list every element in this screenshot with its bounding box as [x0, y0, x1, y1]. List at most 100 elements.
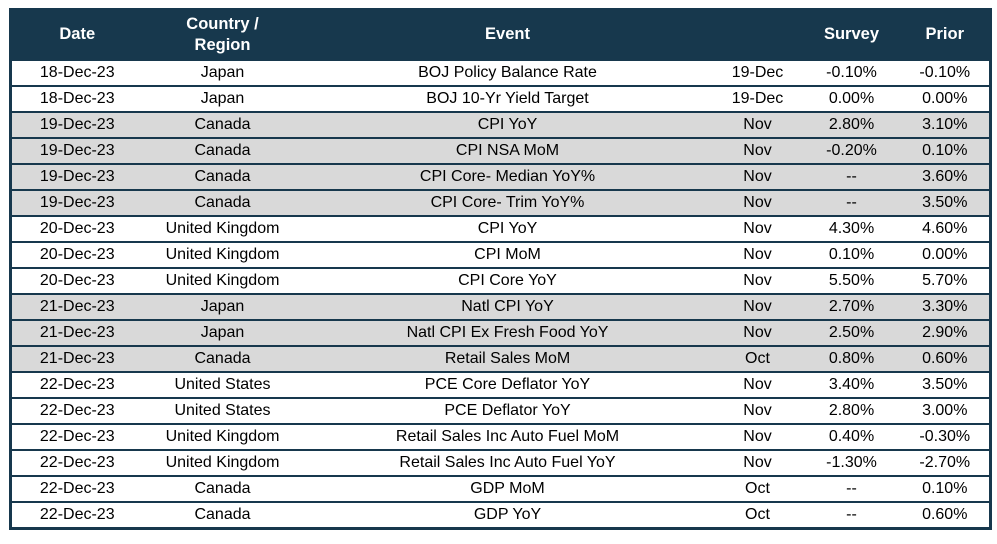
date-cell: 19-Dec-23 — [10, 137, 143, 164]
prior-cell: 2.90% — [900, 319, 991, 346]
country-cell: United States — [142, 397, 303, 424]
date-cell: 21-Dec-23 — [10, 319, 143, 346]
prior-cell: 0.00% — [900, 85, 991, 112]
country-cell: United Kingdom — [142, 215, 303, 242]
prior-cell: 0.60% — [900, 501, 991, 529]
period-cell: Oct — [712, 501, 803, 529]
table-row: 18-Dec-23 Japan BOJ 10-Yr Yield Target 19-D… — [10, 85, 991, 112]
date-cell: 19-Dec-23 — [10, 189, 143, 216]
table-row: 22-Dec-23 United Kingdom Retail Sales Inc … — [10, 449, 991, 476]
date-cell: 21-Dec-23 — [10, 345, 143, 372]
date-cell: 22-Dec-23 — [10, 475, 143, 502]
country-cell: United Kingdom — [142, 423, 303, 450]
country-cell: Japan — [142, 59, 303, 86]
survey-cell: 0.10% — [802, 241, 901, 268]
table-body: 18-Dec-23 Japan BOJ Policy Balance Rate 19-… — [10, 59, 991, 529]
survey-cell: -- — [802, 163, 901, 190]
table-row: 19-Dec-23 Canada CPI Core- Trim YoY% Nov -- 3… — [10, 189, 991, 216]
country-cell: Japan — [142, 319, 303, 346]
period-cell: Nov — [712, 137, 803, 164]
prior-cell: 5.70% — [900, 267, 991, 294]
period-cell: Nov — [712, 241, 803, 268]
date-cell: 22-Dec-23 — [10, 371, 143, 398]
period-cell: Oct — [712, 345, 803, 372]
header-prior: Prior — [900, 9, 991, 60]
prior-cell: 3.50% — [900, 189, 991, 216]
period-cell: Nov — [712, 111, 803, 138]
survey-cell: 5.50% — [802, 267, 901, 294]
country-cell: Canada — [142, 111, 303, 138]
date-cell: 22-Dec-23 — [10, 397, 143, 424]
table-row: 21-Dec-23 Japan Natl CPI YoY Nov 2.70% 3.30% — [10, 293, 991, 320]
survey-cell: 2.80% — [802, 111, 901, 138]
table-row: 19-Dec-23 Canada CPI Core- Median YoY% Nov -… — [10, 163, 991, 190]
date-cell: 18-Dec-23 — [10, 59, 143, 86]
prior-cell: 0.10% — [900, 137, 991, 164]
date-cell: 22-Dec-23 — [10, 501, 143, 529]
header-prior-label: Prior — [925, 25, 964, 44]
country-cell: Canada — [142, 475, 303, 502]
table-row: 20-Dec-23 United Kingdom CPI YoY Nov 4.30% 4.… — [10, 215, 991, 242]
survey-cell: 0.80% — [802, 345, 901, 372]
survey-cell: -- — [802, 475, 901, 502]
event-cell: CPI MoM — [302, 241, 713, 268]
table-row: 22-Dec-23 United Kingdom Retail Sales Inc … — [10, 423, 991, 450]
survey-cell: 2.80% — [802, 397, 901, 424]
event-cell: GDP YoY — [302, 501, 713, 529]
survey-cell: 3.40% — [802, 371, 901, 398]
prior-cell: 0.00% — [900, 241, 991, 268]
table-row: 20-Dec-23 United Kingdom CPI Core YoY Nov 5.… — [10, 267, 991, 294]
date-cell: 21-Dec-23 — [10, 293, 143, 320]
date-cell: 19-Dec-23 — [10, 111, 143, 138]
event-cell: CPI Core- Median YoY% — [302, 163, 713, 190]
event-cell: CPI YoY — [302, 215, 713, 242]
table-row: 18-Dec-23 Japan BOJ Policy Balance Rate 19-… — [10, 59, 991, 86]
event-cell: CPI Core- Trim YoY% — [302, 189, 713, 216]
event-cell: GDP MoM — [302, 475, 713, 502]
table-header: Date Country / Region Event Survey Prior — [10, 9, 991, 60]
event-cell: Natl CPI YoY — [302, 293, 713, 320]
table-row: 22-Dec-23 Canada GDP MoM Oct -- 0.10% — [10, 475, 991, 502]
header-event-label: Event — [485, 25, 530, 44]
table-row: 22-Dec-23 Canada GDP YoY Oct -- 0.60% — [10, 501, 991, 529]
period-cell: Nov — [712, 189, 803, 216]
period-cell: 19-Dec — [712, 85, 803, 112]
event-cell: Retail Sales Inc Auto Fuel YoY — [302, 449, 713, 476]
prior-cell: 3.60% — [900, 163, 991, 190]
survey-cell: -0.20% — [802, 137, 901, 164]
date-cell: 20-Dec-23 — [10, 241, 143, 268]
period-cell: Oct — [712, 475, 803, 502]
prior-cell: 4.60% — [900, 215, 991, 242]
period-cell: Nov — [712, 319, 803, 346]
country-cell: Japan — [142, 293, 303, 320]
country-cell: United Kingdom — [142, 449, 303, 476]
period-cell: Nov — [712, 423, 803, 450]
date-cell: 19-Dec-23 — [10, 163, 143, 190]
period-cell: Nov — [712, 371, 803, 398]
prior-cell: 3.30% — [900, 293, 991, 320]
prior-cell: -0.10% — [900, 59, 991, 86]
event-cell: CPI Core YoY — [302, 267, 713, 294]
period-cell: Nov — [712, 215, 803, 242]
header-event: Event — [302, 9, 713, 60]
event-cell: BOJ Policy Balance Rate — [302, 59, 713, 86]
event-cell: Natl CPI Ex Fresh Food YoY — [302, 319, 713, 346]
header-row: Date Country / Region Event Survey Prior — [10, 9, 991, 60]
period-cell: Nov — [712, 397, 803, 424]
table-row: 21-Dec-23 Japan Natl CPI Ex Fresh Food YoY… — [10, 319, 991, 346]
period-cell: Nov — [712, 163, 803, 190]
date-cell: 20-Dec-23 — [10, 267, 143, 294]
survey-cell: 4.30% — [802, 215, 901, 242]
survey-cell: -1.30% — [802, 449, 901, 476]
header-survey: Survey — [802, 9, 901, 60]
event-cell: CPI YoY — [302, 111, 713, 138]
country-cell: Japan — [142, 85, 303, 112]
header-country-region: Country / Region — [142, 9, 303, 60]
header-date-label: Date — [59, 25, 96, 44]
survey-cell: -0.10% — [802, 59, 901, 86]
date-cell: 22-Dec-23 — [10, 449, 143, 476]
period-cell: Nov — [712, 267, 803, 294]
date-cell: 18-Dec-23 — [10, 85, 143, 112]
country-cell: United Kingdom — [142, 241, 303, 268]
